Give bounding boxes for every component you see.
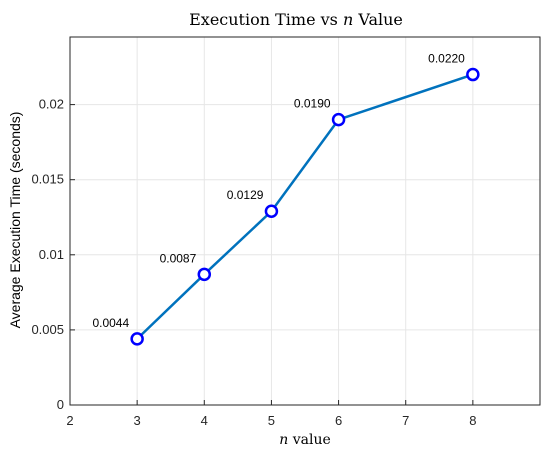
- x-tick-label: 4: [201, 413, 208, 428]
- grid: [69, 37, 540, 406]
- x-axis-label: n value: [279, 432, 331, 448]
- x-tick-label: 5: [268, 413, 275, 428]
- plot-area: [69, 36, 541, 406]
- y-tick-label: 0.005: [31, 322, 64, 337]
- chart-title: Execution Time vs n Value: [189, 10, 403, 29]
- y-tick-label: 0: [57, 397, 64, 412]
- y-tick-label: 0.015: [31, 172, 64, 187]
- y-tick-label: 0.02: [39, 97, 64, 112]
- data-point: [264, 204, 279, 218]
- data-label: 0.0087: [160, 251, 197, 265]
- data-label: 0.0129: [227, 188, 264, 202]
- data-label: 0.0044: [92, 316, 129, 330]
- x-tick-label: 6: [335, 413, 342, 428]
- data-labels: 0.0044 0.0087 0.0129 0.0190 0.0220: [92, 52, 465, 330]
- data-point: [466, 67, 480, 82]
- x-tick-label: 2: [66, 413, 73, 428]
- data-point: [197, 267, 212, 282]
- x-tick-label: 8: [469, 413, 476, 428]
- x-tick-label: 3: [134, 413, 141, 428]
- data-point: [331, 112, 346, 127]
- series: [130, 67, 480, 346]
- axis-ticks: 2 3 4 5 6 7 8 0 0.005 0.01 0.015 0.02: [31, 97, 476, 428]
- data-label: 0.0220: [428, 52, 465, 66]
- data-label: 0.0190: [294, 97, 331, 111]
- x-tick-label: 7: [402, 413, 409, 428]
- y-axis-label: Average Execution Time (seconds): [7, 112, 23, 329]
- data-point: [130, 332, 144, 346]
- y-tick-label: 0.01: [39, 247, 64, 262]
- series-line: [136, 73, 474, 340]
